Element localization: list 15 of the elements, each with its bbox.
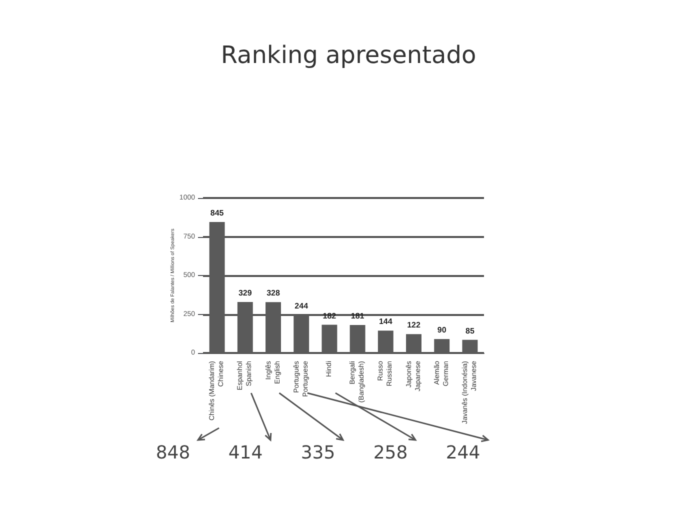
text: 258 (373, 442, 408, 464)
data-label: 85 (465, 326, 475, 336)
data-label: 182 (322, 311, 337, 320)
data-label: 845 (210, 208, 224, 218)
data-label: 122 (407, 320, 421, 330)
data-label: 329 (238, 288, 252, 298)
chart-title: Ranking apresentado (220, 41, 476, 69)
data-label: 328 (266, 288, 280, 298)
text: 335 (300, 442, 336, 464)
text: 244 (446, 442, 480, 464)
data-label: 244 (294, 302, 309, 311)
text: 848 (156, 442, 190, 464)
text: 414 (228, 442, 263, 464)
data-label: 144 (378, 317, 393, 326)
data-label: 90 (437, 326, 447, 335)
